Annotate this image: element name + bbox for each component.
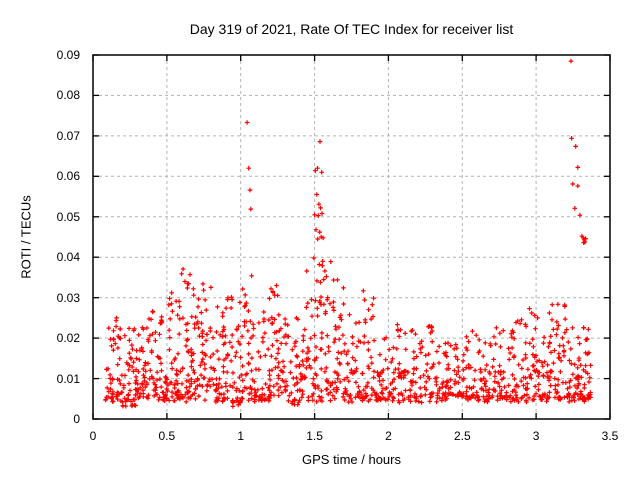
chart-title: Day 319 of 2021, Rate Of TEC Index for r… (189, 21, 514, 37)
y-tick-label: 0.04 (56, 250, 80, 265)
x-tick-label: 2 (385, 429, 392, 443)
y-tick-label: 0.02 (56, 331, 80, 346)
y-tick-label: 0.09 (56, 48, 80, 62)
x-tick-label: 3.5 (601, 429, 619, 443)
data-points-roti (103, 58, 593, 409)
x-tick-label: 2.5 (453, 429, 471, 443)
plot-border (92, 54, 611, 420)
y-tick-label: 0.03 (56, 290, 80, 305)
x-tick-label: 3 (532, 429, 540, 443)
y-axis-label: ROTI / TECUs (18, 195, 34, 279)
x-tick-label: 1.5 (306, 429, 323, 443)
x-axis-label: GPS time / hours (302, 452, 401, 467)
y-tick-label: 0.01 (56, 371, 80, 386)
axis-ticks (92, 54, 611, 420)
y-tick-label: 0.08 (56, 88, 80, 103)
x-tick-label: 1 (237, 429, 245, 443)
grid-lines (93, 55, 610, 419)
x-tick-label: 0.5 (158, 429, 176, 443)
y-tick-label: 0 (73, 412, 80, 426)
y-tick-label: 0.06 (56, 169, 80, 184)
y-tick-label: 0.05 (56, 209, 80, 224)
x-tick-label: 0 (89, 429, 97, 443)
y-tick-label: 0.07 (56, 128, 80, 143)
